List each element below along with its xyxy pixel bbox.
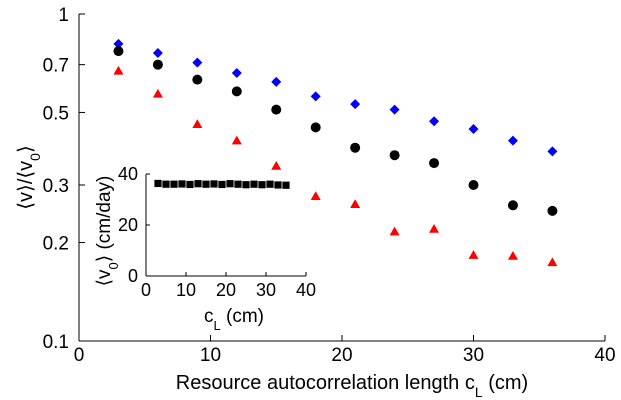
main-y-tick-label: 1 [58,5,69,26]
data-point-diamond [310,91,321,102]
data-point-diamond [113,38,124,49]
data-point-triangle [113,65,124,75]
data-point-triangle [547,257,558,267]
main-y-tick-label: 0.1 [43,332,69,353]
inset-data-point [250,180,258,188]
inset-y-tick-label: 40 [118,164,138,184]
inset-x-tick-label: 30 [256,280,276,300]
main-y-axis-label: ⟨v⟩/⟨v0⟩ [15,145,43,210]
main-y-tick-label: 0.2 [43,234,69,255]
inset-data-point [234,180,242,188]
data-point-circle [429,158,440,169]
data-point-circle [468,179,479,190]
inset-data-point [170,180,178,188]
inset-data-point [194,180,202,188]
data-point-circle [113,46,124,57]
data-point-diamond [350,99,361,110]
inset-data-point [154,179,162,188]
inset-data-point [258,181,266,189]
data-point-diamond [507,135,518,146]
main-y-tick-label: 0.5 [43,103,69,124]
data-point-triangle [468,250,479,259]
data-point-circle [547,205,558,216]
data-point-triangle [152,88,163,98]
data-point-diamond [547,146,558,157]
main-x-tick-label: 30 [463,345,484,366]
inset-x-tick-label: 40 [296,280,316,300]
data-point-triangle [350,199,361,208]
data-point-triangle [192,119,203,129]
data-point-diamond [429,116,440,127]
main-x-axis-label: Resource autocorrelation length cL (cm) [176,372,528,400]
data-point-circle [231,86,242,97]
inset-data-point [186,180,194,189]
data-point-circle [350,142,361,153]
main-y-tick-label: 0.7 [43,56,69,77]
data-point-diamond [231,68,242,79]
data-point-circle [507,200,518,211]
data-point-triangle [231,135,242,145]
inset-x-tick-label: 10 [176,280,196,300]
inset-x-axis-label: cL (cm) [204,306,264,333]
data-point-triangle [389,226,400,236]
inset-background [145,174,307,276]
data-point-triangle [271,160,282,170]
inset-data-point [226,180,234,188]
data-point-diamond [192,57,203,68]
inset-data-point [274,181,282,189]
data-point-circle [192,74,203,85]
data-point-triangle [429,224,440,233]
inset-y-axis-label: ⟨v0⟩ (cm/day) [94,176,121,287]
inset-data-point [242,181,250,189]
data-point-diamond [468,123,479,134]
inset-data-point [202,180,210,188]
data-point-triangle [507,250,518,260]
data-point-diamond [271,76,282,87]
data-point-diamond [389,104,400,115]
main-x-tick-label: 20 [331,345,352,366]
inset-y-tick-label: 20 [118,215,138,235]
data-point-circle [310,122,321,133]
data-point-circle [389,150,400,161]
data-point-circle [152,59,163,70]
inset-data-point [218,180,226,189]
data-point-triangle [310,191,321,201]
inset-x-tick-label: 0 [141,280,151,300]
main-x-tick-label: 40 [594,345,615,366]
inset-data-point [210,180,218,188]
data-point-circle [271,104,282,115]
inset-data-point [266,180,274,188]
data-point-diamond [152,47,163,58]
inset-y-tick-label: 0 [128,266,138,286]
inset-chart: 0 10 20 30 40 0 20 40 cL (cm) ⟨v0⟩ (cm/day) [94,164,316,333]
inset-data-point [178,180,186,188]
inset-x-tick-label: 20 [216,280,236,300]
inset-data-point [162,180,170,188]
inset-data-point [282,181,290,189]
main-x-tick-label: 10 [200,345,221,366]
main-chart: 0 10 20 30 40 0.1 0.2 0.3 0.5 0.7 1 Resource autoco… [15,5,616,400]
main-y-tick-label: 0.3 [43,176,69,197]
main-x-tick-label: 0 [74,345,85,366]
